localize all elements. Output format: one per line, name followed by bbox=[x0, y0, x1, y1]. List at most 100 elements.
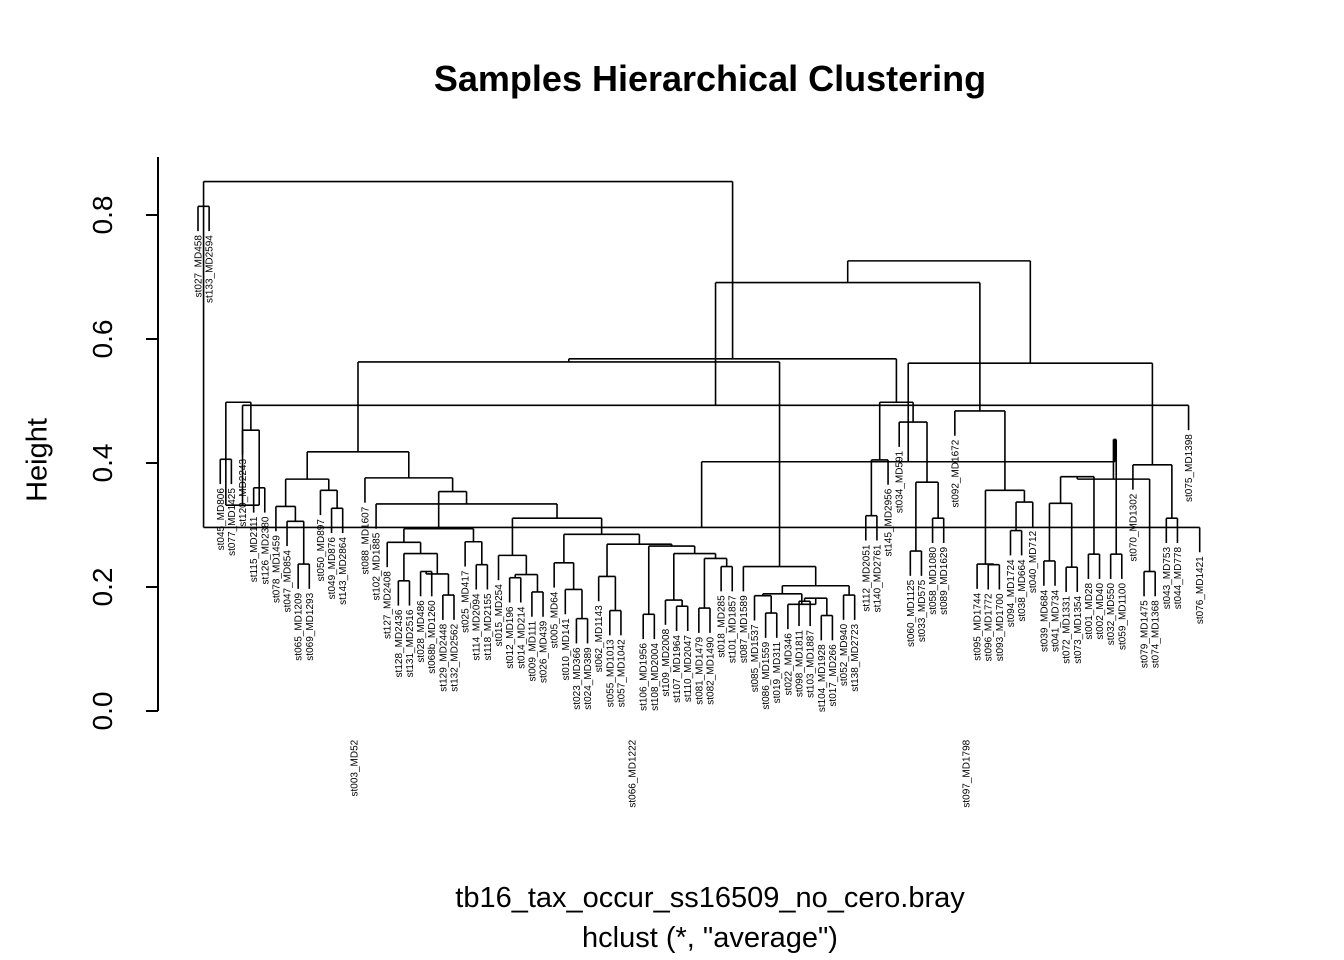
leaf-label: st120_MD2243 bbox=[238, 459, 249, 527]
leaf-label: st039_MD684 bbox=[1039, 589, 1050, 652]
leaf-label: st059_MD1100 bbox=[1117, 583, 1128, 651]
leaf-label: st128_MD2436 bbox=[394, 609, 405, 677]
leaf-label: st106_MD1956 bbox=[639, 643, 650, 711]
leaf-label: st086_MD1559 bbox=[761, 641, 772, 709]
leaf-label: st026_MD439 bbox=[539, 620, 550, 683]
leaf-label: st104_MD1928 bbox=[817, 644, 828, 712]
leaf-label: st089_MD1629 bbox=[939, 547, 950, 615]
leaf-label: st010_MD141 bbox=[561, 618, 572, 681]
leaf-label: st019_MD311 bbox=[772, 641, 783, 703]
leaf-label: st041_MD734 bbox=[1051, 589, 1062, 652]
leaf-label: st045_MD806 bbox=[216, 488, 227, 551]
leaf-label: st005_MD64 bbox=[550, 591, 561, 648]
leaf-label: st132_MD2562 bbox=[449, 623, 460, 691]
leaf-label: st040_MD712 bbox=[1028, 530, 1039, 593]
leaf-label: st044_MD778 bbox=[1173, 547, 1184, 610]
leaf-label: st118_MD2155 bbox=[483, 593, 494, 661]
leaf-label: st087_MD1589 bbox=[739, 595, 750, 663]
leaf-label: st098_MD1811 bbox=[795, 630, 806, 698]
leaf-label: st109_MD2008 bbox=[661, 628, 672, 696]
y-tick-label: 0.2 bbox=[87, 568, 118, 607]
dendrogram-links bbox=[197, 180, 1201, 644]
y-axis-label: Height bbox=[21, 418, 54, 502]
leaf-label: st072_MD1331 bbox=[1062, 596, 1073, 664]
leaf-label: st077_MD1425 bbox=[227, 488, 238, 556]
leaf-label: st076_MD1421 bbox=[1195, 556, 1206, 624]
leaf-label: st038_MD664 bbox=[1017, 559, 1028, 622]
leaf-label: st043_MD753 bbox=[1162, 547, 1173, 610]
leaf-label: st112_MD2051 bbox=[861, 544, 872, 612]
y-tick-label: 0.6 bbox=[87, 320, 118, 359]
leaf-label: st032_MD550 bbox=[1106, 583, 1117, 646]
leaf-label: st003_MD52 bbox=[349, 739, 360, 796]
leaf-label: st114_MD2094 bbox=[472, 593, 483, 661]
leaf-label: st074_MD1368 bbox=[1151, 600, 1162, 668]
leaf-label: st082_MD1490 bbox=[705, 636, 716, 704]
leaf-label: st027_MD458 bbox=[194, 235, 205, 298]
leaf-label: st085_MD1537 bbox=[750, 624, 761, 692]
leaf-label: st057_MD1042 bbox=[616, 639, 627, 707]
leaf-label: st052_MD940 bbox=[839, 623, 850, 686]
leaf-label: st126_MD2380 bbox=[260, 516, 271, 584]
leaf-label: st033_MD575 bbox=[917, 579, 928, 642]
leaf-label: st060_MD1125 bbox=[906, 579, 917, 647]
leaf-label: st133_MD2594 bbox=[205, 235, 216, 303]
leaf-label: st138_MD2723 bbox=[850, 623, 861, 691]
leaf-label: st115_MD2111 bbox=[249, 516, 260, 582]
leaf-label: st129_MD2448 bbox=[438, 623, 449, 691]
y-tick-label: 0.0 bbox=[87, 692, 118, 731]
leaf-label: st022_MD346 bbox=[783, 633, 794, 696]
y-tick-label: 0.4 bbox=[87, 444, 118, 483]
leaf-label: st081_MD1479 bbox=[694, 636, 705, 704]
leaf-label: st058_MD1080 bbox=[928, 547, 939, 615]
leaf-label: st107_MD1964 bbox=[672, 635, 683, 703]
leaf-label: st018_MD285 bbox=[717, 595, 728, 658]
y-axis-ticks: 0.0 0.2 0.4 0.6 0.8 bbox=[87, 196, 158, 731]
leaf-label: st096_MD1772 bbox=[984, 593, 995, 661]
leaf-label: st034_MD591 bbox=[895, 450, 906, 513]
leaf-label: st062_MD1143 bbox=[594, 605, 605, 673]
leaf-label: st094_MD1724 bbox=[1006, 559, 1017, 627]
leaf-label: st103_MD1887 bbox=[806, 630, 817, 698]
leaf-label: st110_MD2047 bbox=[683, 635, 694, 703]
leaf-label: st075_MD1398 bbox=[1184, 434, 1195, 502]
leaf-label: st140_MD2761 bbox=[872, 544, 883, 612]
leaf-label: st102_MD1885 bbox=[372, 532, 383, 600]
x-axis-label: tb16_tax_occur_ss16509_no_cero.bray bbox=[455, 882, 965, 914]
leaf-label: st093_MD1700 bbox=[995, 593, 1006, 661]
leaf-label: st015_MD254 bbox=[494, 584, 505, 647]
leaf-label: st079_MD1475 bbox=[1140, 600, 1151, 668]
leaf-label: st012_MD196 bbox=[505, 606, 516, 669]
leaf-label: st050_MD897 bbox=[316, 519, 327, 582]
method-sublabel: hclust (*, "average") bbox=[582, 922, 838, 954]
leaf-label: st073_MD1354 bbox=[1073, 596, 1084, 664]
chart-title: Samples Hierarchical Clustering bbox=[433, 58, 987, 99]
leaf-label: st002_MD40 bbox=[1095, 583, 1106, 640]
leaf-label: st101_MD1857 bbox=[728, 595, 739, 663]
leaf-label: st069_MD1293 bbox=[305, 592, 316, 660]
leaf-label: st097_MD1798 bbox=[961, 739, 972, 807]
leaf-label: st095_MD1744 bbox=[973, 592, 984, 660]
leaf-label: st143_MD2864 bbox=[338, 537, 349, 605]
leaf-label: st001_MD28 bbox=[1084, 583, 1095, 640]
leaf-label: st009_MD111 bbox=[527, 620, 538, 681]
leaf-label: st070_MD1302 bbox=[1128, 493, 1139, 561]
leaf-label: st145_MD2956 bbox=[884, 488, 895, 556]
leaf-label: st127_MD2408 bbox=[383, 571, 394, 639]
y-tick-label: 0.8 bbox=[87, 196, 118, 235]
leaf-label: st023_MD366 bbox=[572, 647, 583, 710]
leaf-label: st131_MD2516 bbox=[405, 609, 416, 677]
leaf-label: st049_MD876 bbox=[327, 537, 338, 600]
leaf-label: st055_MD1013 bbox=[605, 639, 616, 707]
leaf-label: st028_MD486 bbox=[416, 600, 427, 663]
leaf-label: st047_MD854 bbox=[283, 550, 294, 613]
leaf-label: st025_MD417 bbox=[461, 570, 472, 633]
dendrogram-leaf-labels: st027_MD458 st133_MD2594 st045_MD806 st077_… bbox=[194, 235, 1207, 808]
leaf-label: st014_MD214 bbox=[516, 606, 527, 669]
leaf-label: st108_MD2004 bbox=[650, 643, 661, 711]
leaf-label: st024_MD389 bbox=[583, 647, 594, 710]
leaf-label: st065_MD1209 bbox=[294, 592, 305, 660]
leaf-label: st078_MD1459 bbox=[271, 535, 282, 603]
leaf-label: st068b_MD1260 bbox=[427, 600, 438, 674]
